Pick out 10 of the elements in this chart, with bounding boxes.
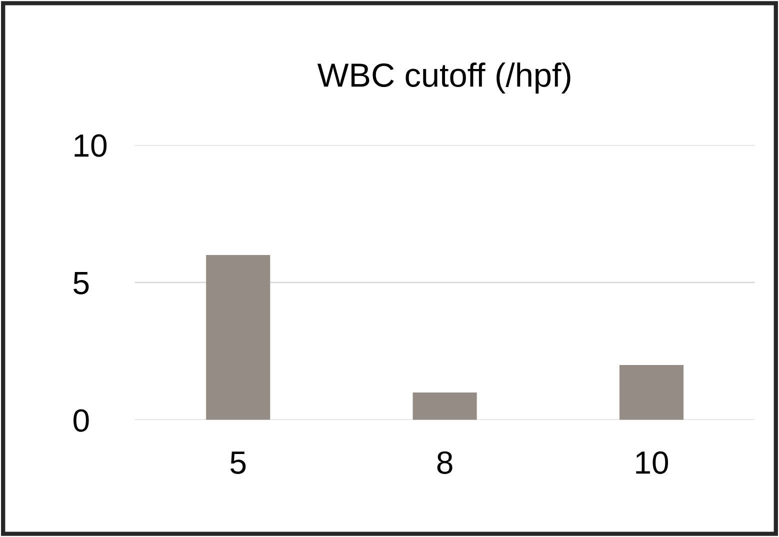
bar [619, 364, 684, 420]
bar [206, 254, 270, 420]
bar [412, 392, 477, 420]
chart-title: WBC cutoff (/hpf) [317, 62, 570, 94]
x-tick-label: 10 [636, 451, 668, 474]
x-tick-label: 5 [230, 452, 246, 474]
y-tick-label: 10 [74, 134, 107, 157]
y-tick-label: 5 [74, 272, 89, 294]
x-tick-label: 8 [437, 451, 452, 474]
y-tick-label: 0 [74, 409, 89, 432]
